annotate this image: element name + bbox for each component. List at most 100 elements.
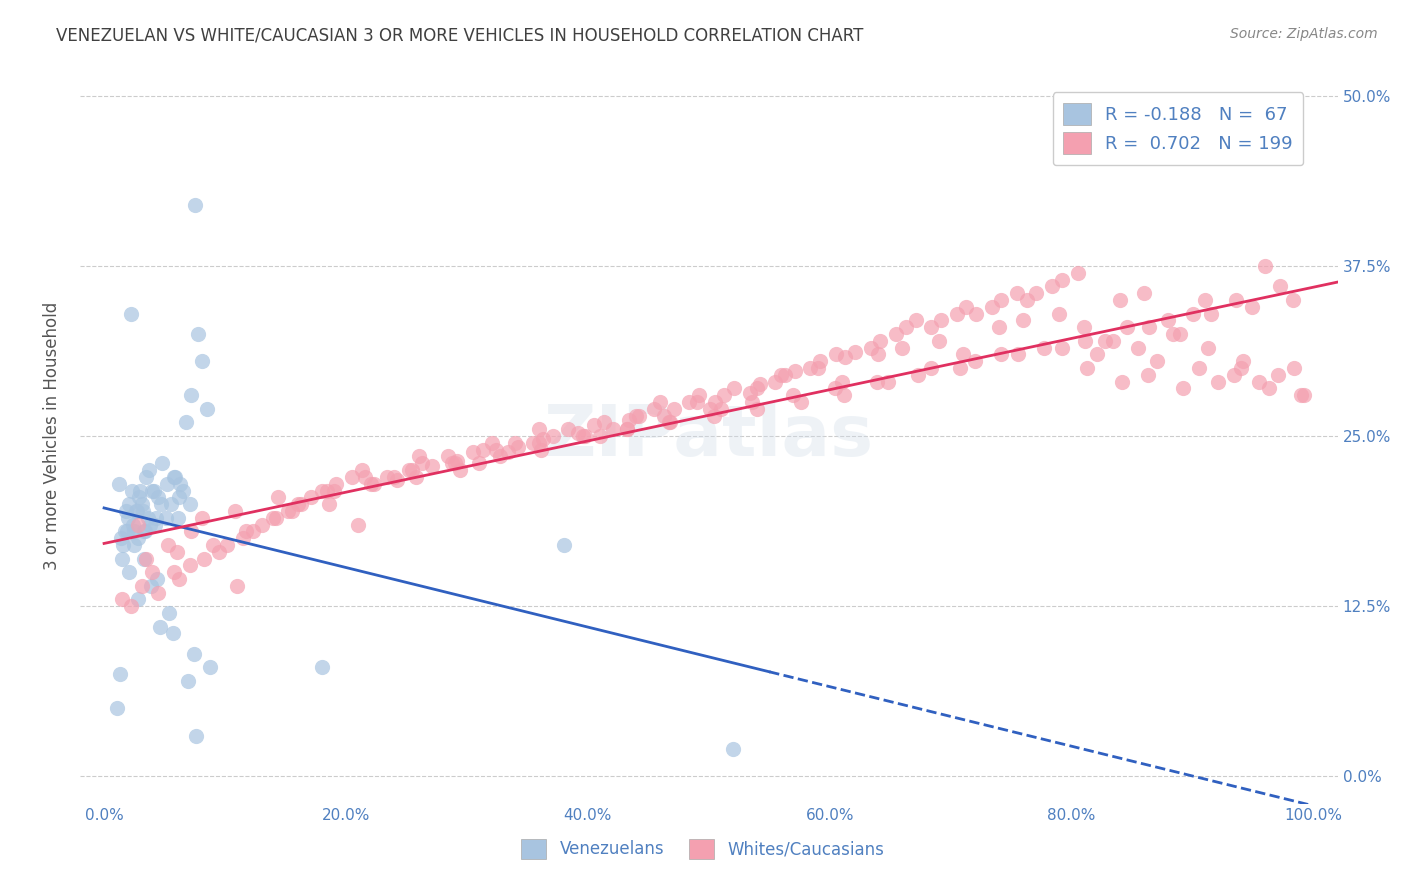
Point bbox=[783, 364, 806, 378]
Point bbox=[187, 326, 209, 341]
Point bbox=[1206, 375, 1229, 389]
Point bbox=[443, 456, 465, 470]
Point bbox=[748, 377, 770, 392]
Point bbox=[176, 674, 198, 689]
Point bbox=[449, 463, 471, 477]
Point bbox=[920, 320, 942, 334]
Point bbox=[127, 592, 149, 607]
Point bbox=[1137, 320, 1160, 334]
Point bbox=[1157, 313, 1180, 327]
Point bbox=[1040, 279, 1063, 293]
Point bbox=[831, 375, 853, 389]
Point bbox=[141, 579, 163, 593]
Point bbox=[738, 385, 761, 400]
Point bbox=[232, 531, 254, 545]
Point bbox=[1292, 388, 1315, 402]
Point bbox=[602, 422, 624, 436]
Point bbox=[110, 531, 132, 545]
Point bbox=[624, 409, 647, 423]
Point bbox=[920, 361, 942, 376]
Point bbox=[129, 483, 152, 498]
Point bbox=[180, 388, 202, 402]
Point bbox=[127, 531, 149, 545]
Point bbox=[112, 538, 135, 552]
Point bbox=[141, 565, 163, 579]
Point bbox=[884, 326, 907, 341]
Point bbox=[650, 395, 672, 409]
Point bbox=[143, 517, 166, 532]
Point bbox=[1254, 259, 1277, 273]
Point bbox=[163, 470, 186, 484]
Point bbox=[945, 307, 967, 321]
Point bbox=[167, 491, 190, 505]
Point bbox=[157, 538, 180, 552]
Point bbox=[131, 579, 153, 593]
Point bbox=[184, 729, 207, 743]
Point bbox=[1247, 375, 1270, 389]
Point bbox=[179, 497, 201, 511]
Point bbox=[685, 395, 707, 409]
Point bbox=[148, 585, 170, 599]
Point bbox=[208, 545, 231, 559]
Point bbox=[582, 418, 605, 433]
Point bbox=[1074, 334, 1097, 348]
Point bbox=[988, 320, 1011, 334]
Point bbox=[965, 307, 987, 321]
Point bbox=[166, 545, 188, 559]
Point bbox=[193, 551, 215, 566]
Point bbox=[866, 375, 889, 389]
Point bbox=[1032, 341, 1054, 355]
Point bbox=[572, 429, 595, 443]
Point bbox=[1015, 293, 1038, 307]
Point bbox=[118, 565, 141, 579]
Point bbox=[363, 476, 385, 491]
Point bbox=[868, 347, 890, 361]
Point bbox=[929, 313, 952, 327]
Point bbox=[1240, 300, 1263, 314]
Point bbox=[1094, 334, 1116, 348]
Point bbox=[1111, 375, 1133, 389]
Point bbox=[121, 483, 143, 498]
Point bbox=[201, 538, 224, 552]
Point bbox=[262, 510, 284, 524]
Point bbox=[235, 524, 257, 539]
Point bbox=[721, 742, 744, 756]
Point bbox=[1116, 320, 1139, 334]
Point bbox=[226, 579, 249, 593]
Point bbox=[745, 381, 768, 395]
Point bbox=[139, 517, 162, 532]
Point bbox=[1225, 293, 1247, 307]
Point bbox=[315, 483, 337, 498]
Point bbox=[876, 375, 898, 389]
Point bbox=[446, 453, 468, 467]
Point bbox=[179, 558, 201, 573]
Point bbox=[949, 361, 972, 376]
Point bbox=[242, 524, 264, 539]
Point bbox=[134, 524, 156, 539]
Point bbox=[290, 497, 312, 511]
Point bbox=[907, 368, 929, 382]
Point bbox=[1187, 361, 1209, 376]
Point bbox=[122, 517, 145, 532]
Point bbox=[832, 388, 855, 402]
Point bbox=[1012, 313, 1035, 327]
Point bbox=[191, 354, 214, 368]
Point bbox=[420, 458, 443, 473]
Point bbox=[662, 401, 685, 416]
Point bbox=[553, 538, 575, 552]
Point bbox=[169, 476, 191, 491]
Point bbox=[111, 551, 134, 566]
Point bbox=[131, 497, 153, 511]
Point bbox=[1050, 272, 1073, 286]
Point bbox=[398, 463, 420, 477]
Point bbox=[1161, 326, 1184, 341]
Point bbox=[150, 456, 173, 470]
Point bbox=[135, 470, 157, 484]
Point bbox=[980, 300, 1002, 314]
Point bbox=[322, 483, 344, 498]
Point bbox=[531, 432, 554, 446]
Point bbox=[928, 334, 950, 348]
Point bbox=[1170, 326, 1192, 341]
Point bbox=[1257, 381, 1279, 395]
Text: VENEZUELAN VS WHITE/CAUCASIAN 3 OR MORE VEHICLES IN HOUSEHOLD CORRELATION CHART: VENEZUELAN VS WHITE/CAUCASIAN 3 OR MORE … bbox=[56, 27, 863, 45]
